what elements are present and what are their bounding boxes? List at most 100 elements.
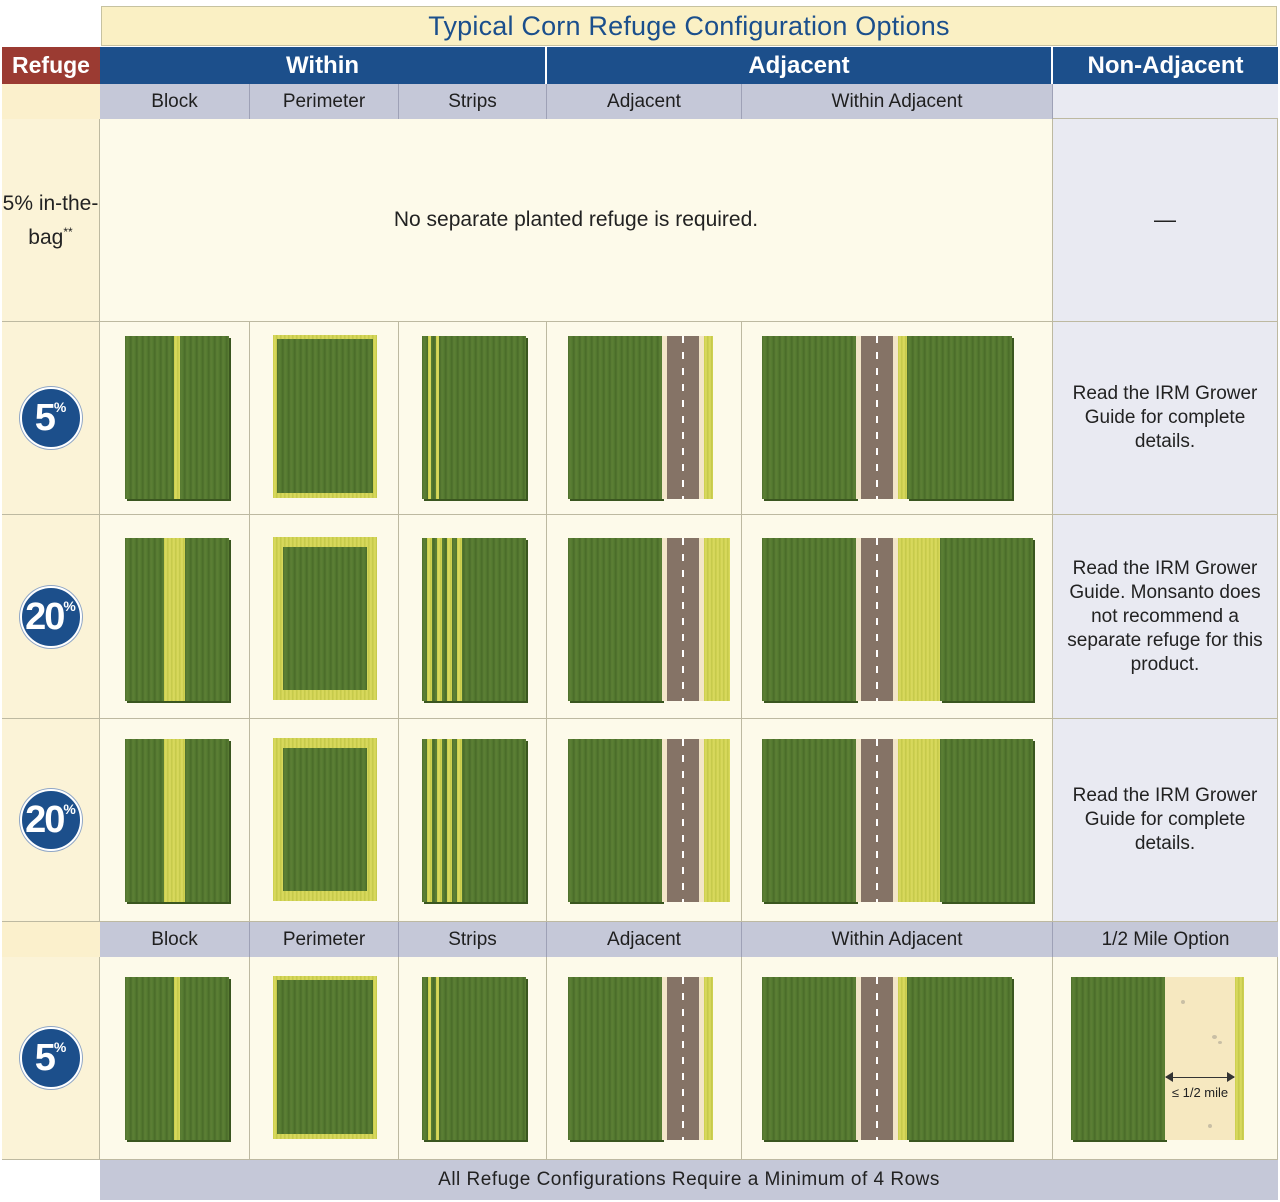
refuge-strip (704, 977, 713, 1140)
road-shoulder (856, 538, 861, 701)
road-shoulder (662, 977, 667, 1140)
subheader-strips: Strips (399, 84, 547, 119)
half-mile-label: ≤ 1/2 mile (1171, 1085, 1229, 1100)
subheader-perimeter: Perimeter (250, 84, 399, 119)
refuge-strip (898, 538, 940, 701)
row-label-5pct: 5% (2, 322, 100, 515)
road (861, 336, 893, 499)
road-shoulder (893, 336, 898, 499)
refuge-percent-badge: 5% (19, 1027, 82, 1089)
road (861, 977, 893, 1140)
road (667, 538, 699, 701)
header-adjacent: Adjacent (547, 47, 1053, 84)
subheader2-within-adjacent: Within Adjacent (742, 922, 1053, 957)
corn-field-within-adjacent (762, 336, 856, 499)
refuge-percent-badge: 5% (19, 387, 82, 449)
refuge-strip (437, 538, 442, 701)
refuge-strip (174, 336, 180, 499)
road (667, 739, 699, 902)
refuge-strip (457, 538, 462, 701)
refuge-strip (427, 538, 432, 701)
refuge-strip (898, 739, 940, 902)
in-bag-footnote: ** (63, 224, 73, 239)
header-refuge: Refuge (2, 47, 100, 84)
road-shoulder (893, 538, 898, 701)
corn-field-perimeter (283, 748, 367, 891)
separation-area (1165, 977, 1235, 1140)
subheader2-perimeter: Perimeter (250, 922, 399, 957)
corn-field-within-adjacent (762, 977, 856, 1140)
refuge-strip (427, 739, 432, 902)
refuge-strip (447, 538, 452, 701)
refuge-strip (447, 739, 452, 902)
road-shoulder (662, 538, 667, 701)
r2-non-adjacent-note: Read the IRM Grower Guide. Monsanto does… (1053, 515, 1278, 719)
subheader2-blank-left (2, 922, 100, 957)
in-bag-message: No separate planted refuge is required. (100, 119, 1053, 322)
corn-field-perimeter (283, 547, 367, 690)
road (667, 977, 699, 1140)
road-shoulder (662, 336, 667, 499)
road-shoulder (893, 739, 898, 902)
ground-speck (1208, 1124, 1212, 1128)
road-shoulder (699, 739, 704, 902)
refuge-strip (164, 739, 185, 902)
distance-arrow-icon (1165, 1072, 1235, 1082)
road-shoulder (699, 538, 704, 701)
footer-note: All Refuge Configurations Require a Mini… (100, 1160, 1278, 1200)
road-shoulder (699, 977, 704, 1140)
row-label-5pct-b: 5% (2, 957, 100, 1160)
subheader2-half-mile: 1/2 Mile Option (1053, 922, 1278, 957)
corn-field-within-adjacent (940, 739, 1033, 902)
ground-speck (1212, 1035, 1217, 1039)
subheader2-strips: Strips (399, 922, 547, 957)
row-label-in-bag: 5% in-the-bag** (2, 119, 100, 322)
in-bag-label: 5% in-the-bag (2, 191, 99, 249)
subheader-blank-left (2, 84, 100, 119)
r3-non-adjacent-note: Read the IRM Grower Guide for complete d… (1053, 719, 1278, 922)
refuge-strip (898, 977, 907, 1140)
in-bag-non-adjacent: — (1053, 119, 1278, 322)
refuge-strip (704, 336, 713, 499)
road (861, 739, 893, 902)
row-label-20pct-b: 20% (2, 719, 100, 922)
corn-field-perimeter (277, 339, 373, 493)
refuge-strip (428, 977, 431, 1140)
road-shoulder (699, 336, 704, 499)
refuge-strip (704, 538, 730, 701)
row-label-20pct-a: 20% (2, 515, 100, 719)
table-title: Typical Corn Refuge Configuration Option… (101, 6, 1277, 46)
subheader2-adjacent: Adjacent (547, 922, 742, 957)
corn-field-within-adjacent (940, 538, 1033, 701)
subheader-within-adjacent: Within Adjacent (742, 84, 1053, 119)
corn-field-strips (422, 336, 526, 499)
refuge-strip (437, 739, 442, 902)
refuge-strip (436, 336, 439, 499)
corn-field-half-mile (1071, 977, 1165, 1140)
corn-field-adjacent (568, 977, 662, 1140)
road-shoulder (856, 739, 861, 902)
refuge-strip (898, 336, 907, 499)
road-shoulder (893, 977, 898, 1140)
subheader2-block: Block (100, 922, 250, 957)
road-shoulder (856, 977, 861, 1140)
road-shoulder (856, 336, 861, 499)
r1-non-adjacent-note: Read the IRM Grower Guide for complete d… (1053, 322, 1278, 515)
refuge-strip (704, 739, 730, 902)
corn-field-adjacent (568, 538, 662, 701)
refuge-strip (428, 336, 431, 499)
refuge-strip (164, 538, 185, 701)
corn-field-within-adjacent (762, 739, 856, 902)
refuge-strip (457, 739, 462, 902)
road (667, 336, 699, 499)
corn-field-within-adjacent (907, 977, 1012, 1140)
road-shoulder (662, 739, 667, 902)
subheader-block: Block (100, 84, 250, 119)
refuge-strip (436, 977, 439, 1140)
refuge-percent-badge: 20% (19, 585, 82, 648)
corn-field-strips (422, 977, 526, 1140)
corn-field-adjacent (568, 739, 662, 902)
ground-speck (1181, 1000, 1185, 1004)
corn-field-adjacent (568, 336, 662, 499)
corn-field-within-adjacent (907, 336, 1012, 499)
